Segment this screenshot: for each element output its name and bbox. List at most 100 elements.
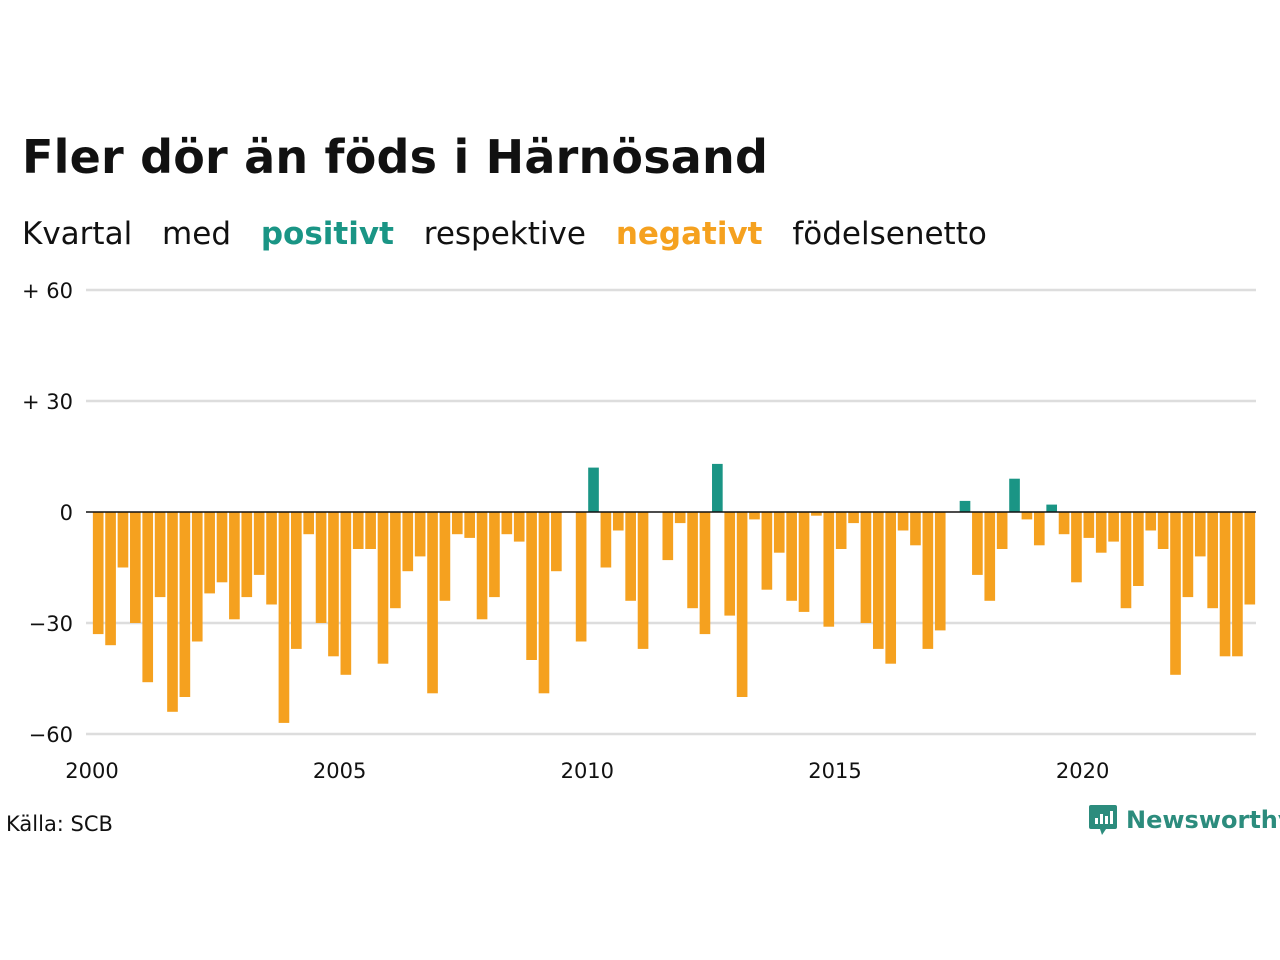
bar-negative	[92, 512, 104, 635]
bar-negative	[823, 512, 835, 627]
bar-negative	[365, 512, 376, 549]
bar-negative	[1157, 512, 1169, 549]
bar-negative	[241, 512, 253, 598]
bar-negative	[637, 512, 649, 649]
x-tick-label: 2015	[808, 759, 861, 783]
bar-negative	[303, 512, 315, 535]
y-tick-label: −30	[29, 612, 73, 636]
subtitle-word-respektive: respektive	[423, 216, 586, 252]
bar-negative	[551, 512, 562, 572]
bar-negative	[860, 512, 872, 623]
bar-negative	[451, 512, 463, 535]
bar-negative	[117, 512, 129, 568]
subtitle-word-fodelsenetto: födelsenetto	[792, 216, 987, 252]
bar-negative	[872, 512, 884, 649]
bar-negative	[1232, 512, 1243, 657]
bar-negative	[1108, 512, 1119, 542]
bar-negative	[167, 512, 178, 712]
newsworthy-logo[interactable]: Newsworthy	[1088, 803, 1280, 837]
bar-negative	[1033, 512, 1045, 546]
bar-negative	[377, 512, 389, 664]
bar-negative	[501, 512, 513, 535]
bar-negative	[489, 512, 500, 598]
bar-negative	[674, 512, 686, 524]
bar-negative	[848, 512, 859, 524]
bar-negative	[996, 512, 1008, 549]
x-tick-label: 2005	[313, 759, 366, 783]
bar-negative	[1170, 512, 1181, 675]
bar-negative	[897, 512, 909, 531]
bar-positive	[712, 463, 723, 512]
bar-negative	[414, 512, 426, 557]
bar-negative	[278, 512, 290, 723]
bar-negative	[922, 512, 934, 649]
bar-negative	[352, 512, 364, 549]
bar-negative	[1120, 512, 1132, 609]
bar-positive	[959, 500, 971, 512]
bar-negative	[1095, 512, 1107, 553]
bar-negative	[600, 512, 612, 568]
bar-negative	[328, 512, 339, 657]
bar-negative	[625, 512, 636, 601]
bar-negative	[179, 512, 191, 697]
bar-negative	[934, 512, 946, 631]
y-tick-label: + 60	[22, 279, 73, 303]
source-note: Källa: SCB	[6, 812, 113, 836]
bar-negative	[1194, 512, 1206, 557]
bar-negative	[191, 512, 203, 642]
bar-negative	[724, 512, 736, 616]
bar-negative	[439, 512, 451, 601]
chart-title: Fler dör än föds i Härnösand	[22, 130, 769, 184]
bar-negative	[229, 512, 240, 620]
bar-negative	[835, 512, 847, 549]
bar-positive	[1046, 504, 1058, 512]
y-axis-ticks: + 60 + 30 0 −30 −60	[22, 279, 73, 747]
x-tick-label: 2020	[1056, 759, 1109, 783]
bar-negative	[749, 512, 760, 520]
bar-negative	[1219, 512, 1231, 657]
bar-negative	[984, 512, 996, 601]
bar-positive	[1009, 478, 1020, 512]
bar-negative	[811, 512, 822, 516]
bar-negative	[390, 512, 401, 609]
newsworthy-logo-icon	[1089, 805, 1117, 835]
chart-subtitle: Kvartal med positivt respektive negativt…	[22, 216, 1007, 252]
bar-negative	[1244, 512, 1256, 605]
bar-negative	[798, 512, 810, 612]
bar-negative	[662, 512, 674, 561]
subtitle-positive-label: positivt	[260, 216, 394, 252]
bar-negative	[1083, 512, 1095, 538]
bar-negative	[1207, 512, 1218, 609]
bar-negative	[786, 512, 797, 601]
bar-negative	[687, 512, 698, 609]
y-tick-label: + 30	[22, 390, 73, 414]
bar-negative	[699, 512, 711, 635]
subtitle-word-med: med	[162, 216, 231, 252]
x-axis-ticks: 2000 2005 2010 2015 2020	[65, 759, 1109, 783]
bar-negative	[885, 512, 897, 664]
subtitle-negative-label: negativt	[615, 216, 763, 252]
bar-negative	[773, 512, 785, 553]
bar-negative	[105, 512, 116, 646]
y-tick-label: 0	[60, 501, 73, 525]
bar-negative	[216, 512, 228, 583]
bar-negative	[1058, 512, 1070, 535]
bar-negative	[204, 512, 215, 594]
subtitle-word-kvartal: Kvartal	[22, 216, 133, 252]
bar-negative	[253, 512, 265, 575]
bar-negative	[1021, 512, 1033, 520]
bar-negative	[476, 512, 488, 620]
bar-negative	[513, 512, 525, 542]
bar-negative	[290, 512, 302, 649]
bar-negative	[1182, 512, 1194, 598]
bar-negative	[972, 512, 983, 575]
bar-negative	[427, 512, 438, 694]
bar-positive	[588, 467, 599, 512]
bar-negative	[130, 512, 141, 623]
bar-negative	[761, 512, 773, 590]
bar-negative	[154, 512, 166, 598]
bars	[92, 463, 1256, 723]
bar-negative	[142, 512, 154, 683]
y-tick-label: −60	[29, 723, 73, 747]
